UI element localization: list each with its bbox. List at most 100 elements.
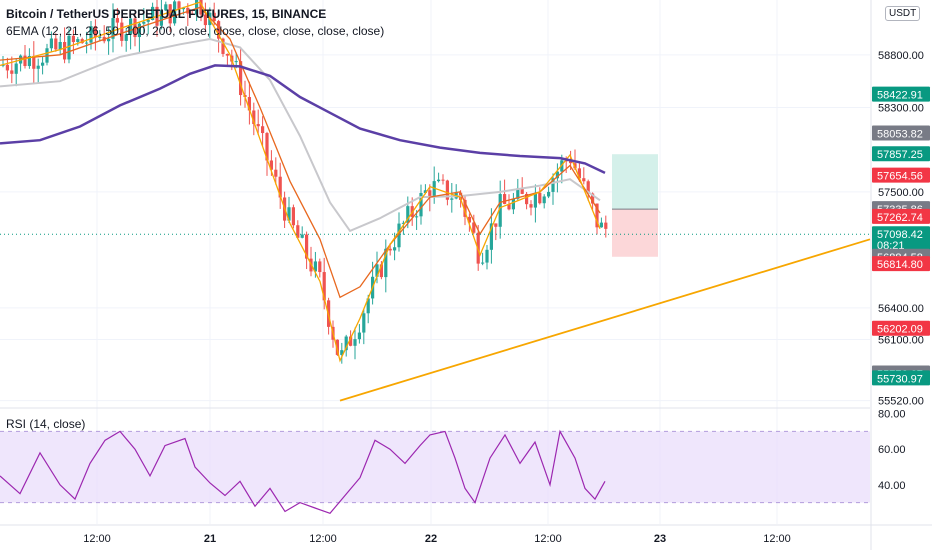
candle-body [525, 193, 529, 205]
candle-body [516, 188, 520, 199]
candle-body [503, 194, 507, 204]
indicator-label: 6EMA (12, 21, 26, 50, 100, 200, close, c… [6, 24, 385, 38]
price-labels: 58422.9158053.8257857.2557654.5657335.86… [872, 86, 930, 386]
candle-body [318, 261, 322, 273]
candle-body [485, 249, 489, 263]
candle-body [67, 35, 71, 60]
candle-body [76, 39, 80, 43]
candle-body [89, 26, 93, 43]
candle-body [366, 298, 370, 314]
candle-body [27, 55, 31, 67]
price-tick-3: 56400.00 [878, 303, 924, 315]
candle-body [168, 4, 172, 24]
candle-body [274, 169, 278, 177]
candle-body [445, 180, 449, 200]
candle-body [533, 192, 537, 208]
candle-body [335, 339, 339, 355]
candle-body [340, 350, 344, 355]
price-label-1: 58053.82 [877, 128, 923, 140]
candle-body [428, 190, 432, 197]
candle-body [10, 70, 14, 74]
price-label-5: 57262.74 [877, 212, 923, 224]
candle-body [164, 4, 168, 11]
candle-body [146, 20, 150, 22]
candle-body [23, 55, 27, 67]
trade-zone[interactable] [612, 154, 658, 257]
price-label-11: 55730.97 [877, 373, 923, 385]
candle-body [111, 18, 115, 39]
candle-body [225, 53, 229, 56]
candle-body [419, 192, 423, 217]
price-label-0: 58422.91 [877, 90, 923, 102]
candle-body [199, 0, 203, 15]
time-tick-1: 21 [204, 533, 216, 545]
time-tick-4: 12:00 [534, 533, 562, 545]
candle-body [247, 97, 251, 111]
candle-body [388, 248, 392, 251]
candle-body [133, 18, 137, 38]
price-label-bg-3 [872, 167, 930, 183]
price-tick-1: 58300.00 [878, 103, 924, 115]
price-label-2: 57857.25 [877, 149, 923, 161]
candle-body [322, 272, 326, 301]
candle-body [98, 36, 102, 38]
price-label-bg-0 [872, 86, 930, 102]
trendline-group[interactable] [339, 238, 871, 402]
candle-body [49, 38, 53, 49]
candle-body [498, 194, 502, 227]
candle-body [481, 262, 485, 264]
candle-body [173, 1, 177, 24]
candle-body [107, 38, 111, 42]
price-label-bg-6 [872, 226, 930, 253]
candle-body [305, 234, 309, 259]
candle-body [547, 191, 551, 197]
candle-body [494, 223, 498, 227]
candle-body [393, 247, 397, 251]
rsi-tick-0: 80.00 [878, 409, 906, 421]
price-tick-0: 58800.00 [878, 50, 924, 62]
candle-body [349, 336, 353, 346]
candle-body [397, 223, 401, 248]
candle-body [1, 64, 5, 66]
candle-body [269, 160, 273, 170]
candle-body [441, 179, 445, 181]
time-tick-5: 23 [654, 533, 666, 545]
price-label-9: 56202.09 [877, 324, 923, 336]
candle-body [555, 171, 559, 179]
candle-body [344, 336, 348, 351]
candle-body [357, 332, 361, 340]
candle-body [313, 261, 317, 272]
ema-100-line [0, 37, 601, 233]
candle-body [551, 178, 555, 192]
candle-body [85, 42, 89, 44]
candle-body [542, 196, 546, 204]
candle-body [569, 160, 573, 164]
candle-body [261, 126, 265, 134]
candle-body [115, 18, 119, 23]
candle-body [406, 206, 410, 223]
candle-body [265, 133, 269, 161]
candle-body [239, 61, 243, 96]
candle-body [599, 222, 603, 228]
rsi-tick-2: 40.00 [878, 480, 906, 492]
ema-12-line [0, 1, 601, 363]
candle-body [582, 178, 586, 182]
candle-body [129, 18, 133, 35]
ema-200-line [0, 64, 606, 175]
candle-body [234, 61, 238, 63]
candle-body [450, 198, 454, 200]
candle-body [32, 55, 36, 69]
profit-zone [612, 154, 658, 210]
price-label-8: 56814.80 [877, 259, 923, 271]
candle-body [604, 222, 608, 229]
candle-body [190, 13, 194, 15]
candle-body [93, 26, 97, 38]
price-label-bg-9 [872, 320, 930, 336]
candle-body [296, 225, 300, 238]
candle-body [36, 65, 40, 69]
candle-body [375, 264, 379, 277]
currency-button[interactable]: USDT [885, 6, 921, 21]
